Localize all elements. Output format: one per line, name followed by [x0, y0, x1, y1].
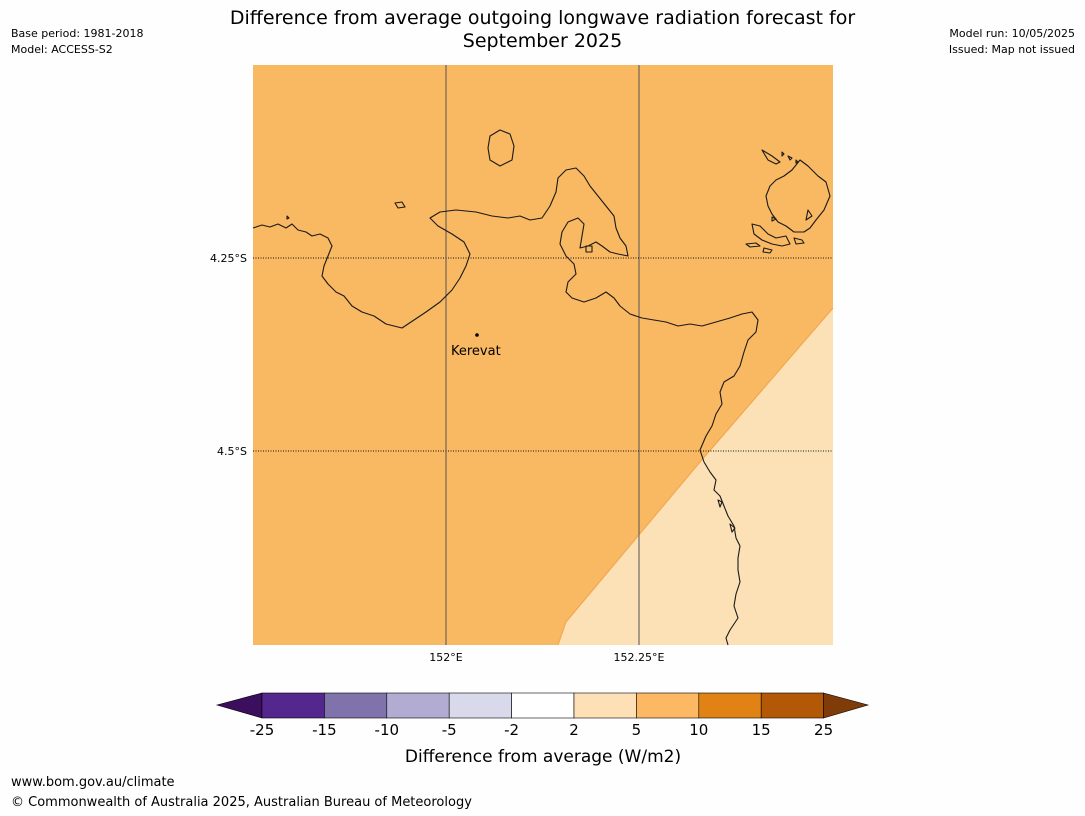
colorbar-seg-4 — [448, 692, 512, 719]
colorbar-tick: -10 — [375, 721, 400, 739]
colorbar-seg-8 — [698, 692, 762, 719]
colorbar-seg-2 — [324, 692, 388, 719]
colorbar-seg-6 — [573, 692, 637, 719]
colorbar-seg-7 — [636, 692, 700, 719]
colorbar-tick: -15 — [312, 721, 337, 739]
meta-left: Base period: 1981-2018 Model: ACCESS-S2 — [11, 26, 143, 58]
colorbar-extend-low — [215, 692, 263, 719]
colorbar-tick: -25 — [250, 721, 275, 739]
colorbar-label: Difference from average (W/m2) — [405, 747, 681, 767]
model-name: Model: ACCESS-S2 — [11, 43, 113, 56]
lat-label-4-25s: 4.25°S — [210, 252, 247, 265]
base-period: Base period: 1981-2018 — [11, 27, 144, 40]
map-panel: Kerevat — [252, 65, 834, 646]
issued-status: Issued: Map not issued — [948, 43, 1075, 56]
coastline — [252, 129, 831, 646]
colorbar-seg-9 — [760, 692, 824, 719]
colorbar-tick: 15 — [752, 721, 771, 739]
colorbar-seg-1 — [261, 692, 325, 719]
colorbar: -25 -15 -10 -5 -2 2 5 10 15 25 Differenc… — [215, 692, 870, 767]
colorbar-seg-5 — [511, 692, 575, 719]
lat-label-4-5s: 4.5°S — [217, 445, 247, 458]
title-line-2: September 2025 — [462, 30, 623, 52]
colorbar-extend-high — [823, 692, 870, 719]
kerevat-marker — [475, 333, 479, 337]
colorbar-tick: -5 — [442, 721, 457, 739]
colorbar-tick: 5 — [632, 721, 642, 739]
meta-right: Model run: 10/05/2025 Issued: Map not is… — [949, 26, 1075, 58]
lon-label-152e: 152°E — [429, 651, 462, 664]
model-run: Model run: 10/05/2025 — [949, 27, 1075, 40]
title-line-1: Difference from average outgoing longwav… — [229, 7, 856, 29]
contour-boundary — [557, 307, 834, 646]
colorbar-tick: 2 — [569, 721, 579, 739]
kerevat-label: Kerevat — [451, 344, 501, 359]
lon-label-152-25e: 152.25°E — [614, 651, 665, 664]
map-title: Difference from average outgoing longwav… — [190, 7, 895, 53]
colorbar-tick: 10 — [689, 721, 708, 739]
colorbar-seg-3 — [386, 692, 450, 719]
footer-copyright: © Commonwealth of Australia 2025, Austra… — [11, 795, 472, 810]
colorbar-tick: -2 — [504, 721, 519, 739]
fill-2-5-region — [558, 308, 833, 645]
colorbar-tick: 25 — [814, 721, 833, 739]
footer-url: www.bom.gov.au/climate — [11, 775, 175, 790]
